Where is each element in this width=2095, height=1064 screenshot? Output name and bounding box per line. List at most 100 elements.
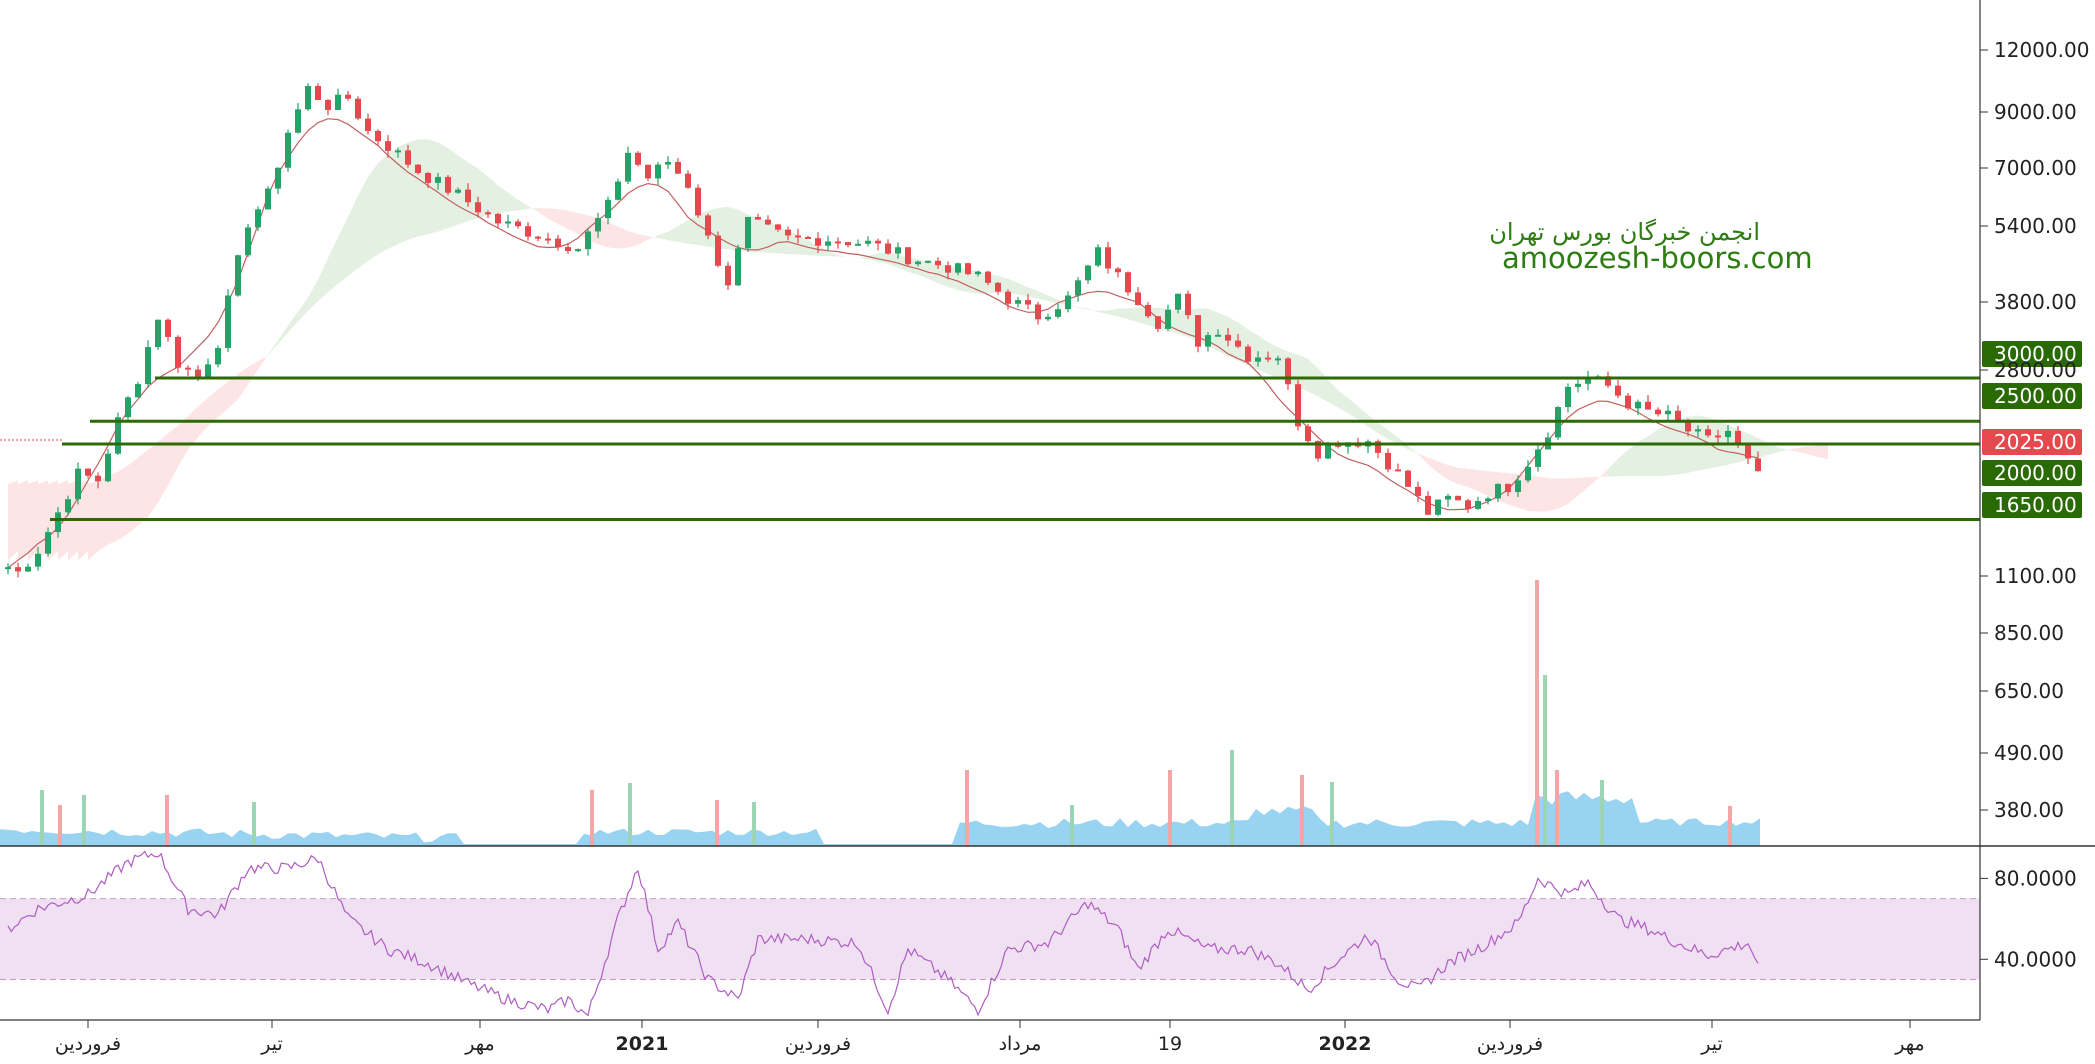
candle-body <box>975 271 981 275</box>
candle-body <box>525 226 531 237</box>
cloud-segment <box>828 250 838 257</box>
y-tick-label: 7000.00 <box>1994 156 2077 180</box>
candle-body <box>1035 304 1041 320</box>
candle-body <box>335 94 341 110</box>
cloud-segment <box>1618 449 1628 477</box>
candle-body <box>85 468 91 476</box>
candle-body <box>1435 499 1441 515</box>
cloud-segment <box>1408 445 1418 455</box>
candle-body <box>905 247 911 265</box>
candle-body <box>795 235 801 238</box>
cloud-segment <box>1318 367 1328 402</box>
candle-body <box>255 209 261 228</box>
candle-body <box>695 187 701 216</box>
cloud-segment <box>648 235 658 240</box>
candle-body <box>635 152 641 165</box>
volume-spike <box>82 795 86 846</box>
volume-spike <box>590 790 594 846</box>
cloud-segment <box>1178 310 1188 338</box>
cloud-segment <box>1598 469 1608 479</box>
candle-body <box>945 265 951 273</box>
cloud-segment <box>268 340 278 356</box>
x-tick-label: 2022 <box>1319 1033 1372 1055</box>
cloud-segment <box>228 374 238 409</box>
candle-body <box>675 161 681 174</box>
level-label-bg <box>1982 460 2082 486</box>
cloud-segment <box>608 222 618 249</box>
candle-body <box>325 99 331 110</box>
cloud-segment <box>418 139 428 237</box>
candle-body <box>875 240 881 244</box>
candle-body <box>555 238 561 248</box>
cloud-segment <box>878 252 888 265</box>
cloud-segment <box>658 231 668 241</box>
candle-body <box>1465 500 1471 509</box>
candle-body <box>445 176 451 193</box>
candle-body <box>1695 429 1701 432</box>
y-tick-label: 3800.00 <box>1994 290 2077 314</box>
volume-spike <box>252 802 256 846</box>
cloud-segment <box>1088 308 1098 312</box>
x-tick-label: مهر <box>1894 1033 1924 1055</box>
cloud-segment <box>128 457 138 534</box>
candle-body <box>1655 409 1661 415</box>
candle-body <box>735 248 741 286</box>
watermark-persian: انجمن خبرگان بورس تهران <box>1489 218 1760 246</box>
cloud-segment <box>1458 467 1468 487</box>
cloud-segment <box>1118 308 1128 320</box>
candle-body <box>1255 357 1261 362</box>
candle-body <box>1085 265 1091 281</box>
candle-body <box>465 189 471 203</box>
candle-body <box>1715 435 1721 438</box>
candle-body <box>1705 429 1711 436</box>
candle-body <box>1585 377 1591 384</box>
candle-body <box>755 216 761 220</box>
candle-body <box>135 384 141 398</box>
cloud-segment <box>498 185 508 213</box>
candle-body <box>275 167 281 189</box>
cloud-segment <box>1768 442 1778 455</box>
cloud-segment <box>1808 445 1818 458</box>
candle-body <box>1605 376 1611 386</box>
volume-area <box>0 791 1760 846</box>
candle-body <box>395 150 401 153</box>
cloud-segment <box>488 176 498 216</box>
y-tick-label: 12000.00 <box>1994 38 2089 62</box>
rsi-tick-label: 40.0000 <box>1994 947 2077 971</box>
candle-body <box>955 263 961 273</box>
volume-spike <box>165 795 169 846</box>
cloud-segment <box>1428 457 1438 473</box>
cloud-segment <box>378 153 388 255</box>
cloud-segment <box>238 367 248 400</box>
candle-body <box>605 199 611 219</box>
candle-body <box>895 247 901 254</box>
candle-body <box>1535 449 1541 467</box>
y-tick-label: 650.00 <box>1994 679 2064 703</box>
cloud-segment <box>1018 282 1028 297</box>
candle-body <box>145 347 151 385</box>
cloud-segment <box>1478 470 1488 497</box>
cloud-segment <box>298 297 308 322</box>
cloud-segment <box>668 226 678 242</box>
cloud-segment <box>1228 316 1238 361</box>
candle-body <box>765 219 771 225</box>
cloud-segment <box>178 416 188 467</box>
candle-body <box>15 567 21 572</box>
candle-body <box>245 227 251 256</box>
cloud-segment <box>1568 477 1578 505</box>
volume-spike <box>1330 782 1334 846</box>
candle-body <box>485 212 491 215</box>
candle-body <box>435 176 441 183</box>
candle-body <box>295 109 301 133</box>
y-tick-label: 2800.00 <box>1994 358 2077 382</box>
cloud-segment <box>1438 461 1448 480</box>
candle-body <box>1275 358 1281 361</box>
cloud-segment <box>368 163 378 261</box>
cloud-segment <box>1268 342 1278 378</box>
volume-spike <box>628 783 632 846</box>
watermark-url: amoozesh-boors.com <box>1502 241 1813 275</box>
cloud-segment <box>1558 478 1568 509</box>
